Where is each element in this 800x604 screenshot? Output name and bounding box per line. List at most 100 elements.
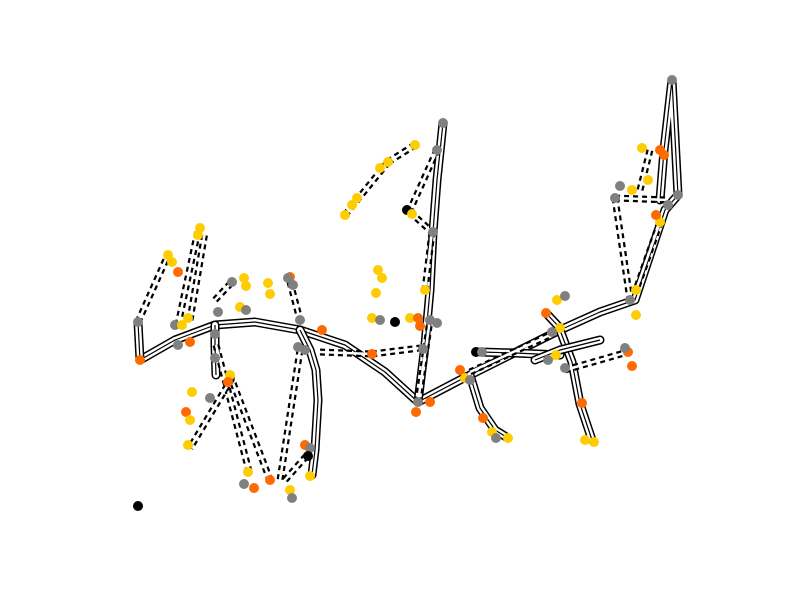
node [241, 305, 251, 315]
node [375, 315, 385, 325]
node [383, 157, 393, 167]
node [663, 200, 673, 210]
node [631, 285, 641, 295]
node [213, 307, 223, 317]
node [631, 310, 641, 320]
node [620, 343, 630, 353]
node [293, 342, 303, 352]
node [210, 353, 220, 363]
node [340, 210, 350, 220]
node [541, 308, 551, 318]
node [377, 273, 387, 283]
node [305, 471, 315, 481]
node [373, 265, 383, 275]
node [183, 313, 193, 323]
node [173, 267, 183, 277]
node [183, 440, 193, 450]
node [239, 273, 249, 283]
node [287, 493, 297, 503]
node [659, 150, 669, 160]
node [405, 313, 415, 323]
node [552, 295, 562, 305]
node [249, 483, 259, 493]
node [135, 355, 145, 365]
node [205, 393, 215, 403]
node [371, 288, 381, 298]
node [589, 437, 599, 447]
node [265, 475, 275, 485]
node [170, 320, 180, 330]
node [610, 193, 620, 203]
node [432, 318, 442, 328]
node [413, 313, 423, 323]
node [407, 209, 417, 219]
node [577, 398, 587, 408]
node [455, 365, 465, 375]
node [428, 227, 438, 237]
node [410, 140, 420, 150]
node [347, 200, 357, 210]
node [227, 277, 237, 287]
node [181, 407, 191, 417]
node [288, 280, 298, 290]
node [560, 291, 570, 301]
node [173, 340, 183, 350]
node [167, 257, 177, 267]
node [478, 413, 488, 423]
node [239, 479, 249, 489]
node [185, 337, 195, 347]
node [477, 347, 487, 357]
node [413, 397, 423, 407]
edge-solid [135, 317, 423, 407]
node [177, 320, 187, 330]
node [627, 361, 637, 371]
node [210, 329, 220, 339]
node [438, 118, 448, 128]
node [555, 323, 565, 333]
node [243, 467, 253, 477]
node [411, 407, 421, 417]
node [367, 313, 377, 323]
node [193, 230, 203, 240]
node [560, 363, 570, 373]
node [367, 349, 377, 359]
node [627, 185, 637, 195]
node [625, 295, 635, 305]
node [547, 327, 557, 337]
node [551, 350, 561, 360]
node [651, 210, 661, 220]
node [503, 433, 513, 443]
node [305, 443, 315, 453]
node [375, 163, 385, 173]
node [185, 415, 195, 425]
node [580, 435, 590, 445]
node [420, 285, 430, 295]
node [283, 273, 293, 283]
node [615, 181, 625, 191]
node [543, 355, 553, 365]
node [133, 317, 143, 327]
node [317, 325, 327, 335]
node [223, 377, 233, 387]
node [667, 75, 677, 85]
node [432, 145, 442, 155]
node [415, 321, 425, 331]
node [241, 281, 251, 291]
node [133, 501, 143, 511]
node [637, 143, 647, 153]
node [303, 451, 313, 461]
node [491, 433, 501, 443]
node [263, 278, 273, 288]
node [187, 387, 197, 397]
node [465, 375, 475, 385]
node [295, 315, 305, 325]
node [425, 397, 435, 407]
node [643, 175, 653, 185]
node [285, 485, 295, 495]
node [418, 344, 428, 354]
node [673, 190, 683, 200]
node [390, 317, 400, 327]
node [265, 289, 275, 299]
